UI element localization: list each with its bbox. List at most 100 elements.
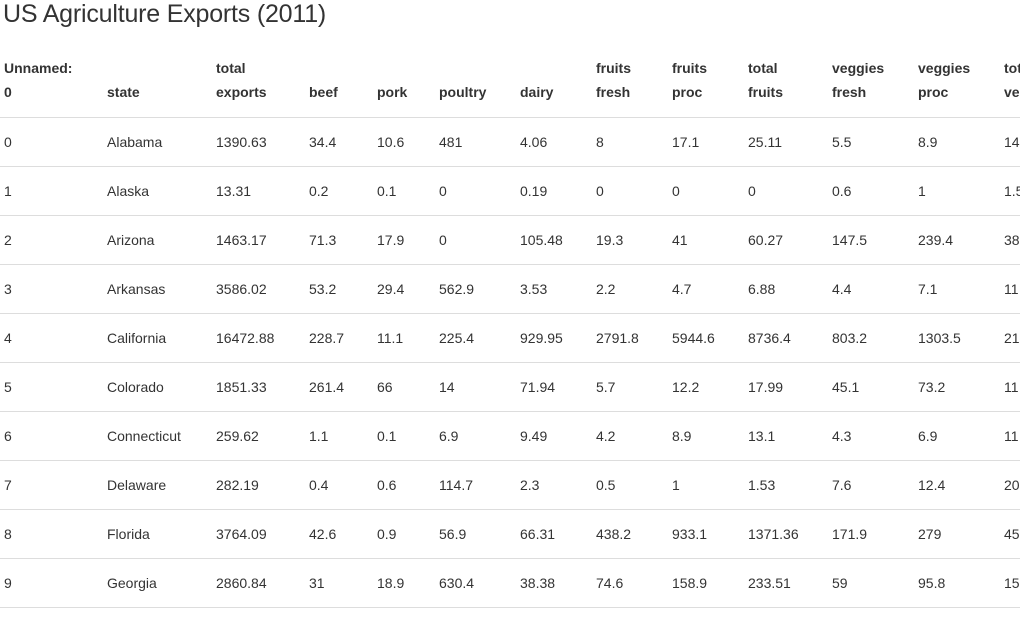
table-row: 1 Alaska 13.31 0.2 0.1 0 0.19 0 0 0 0.6 1 1.5: [0, 166, 1020, 216]
column-header-line1: veggies: [832, 60, 885, 76]
column-header: poultry: [435, 43, 516, 118]
table-row: 6 Connecticut 259.62 1.1 0.1 6.9 9.49 4.2 8.9 13.…: [0, 411, 1020, 461]
table-cell: 21: [1000, 313, 1020, 363]
table-cell: 1.5: [1000, 166, 1020, 216]
table-cell: 12.2: [668, 362, 744, 412]
table-cell: 630.4: [435, 558, 516, 608]
table-body: 0 Alabama 1390.63 34.4 10.6 481 4.06 8 17.1 25.11…: [0, 117, 1020, 608]
table-cell: Alabama: [103, 117, 212, 167]
table-cell: 225.4: [435, 313, 516, 363]
table-cell: 0.4: [305, 460, 373, 510]
table-cell: 4.2: [592, 411, 668, 461]
table-cell: 3.53: [516, 264, 592, 314]
table-cell: 147.5: [828, 215, 914, 265]
table-cell: 60.27: [744, 215, 828, 265]
table-cell: 31: [305, 558, 373, 608]
table-cell: 18.9: [373, 558, 435, 608]
table-row: 3 Arkansas 3586.02 53.2 29.4 562.9 3.53 2.2 4.7 6…: [0, 264, 1020, 314]
column-header: dairy: [516, 43, 592, 118]
table-cell: 5944.6: [668, 313, 744, 363]
table-cell: Alaska: [103, 166, 212, 216]
column-header: Unnamed: 0: [0, 43, 103, 118]
table-cell: 13.1: [744, 411, 828, 461]
table-cell: 438.2: [592, 509, 668, 559]
table-cell: 0.1: [373, 166, 435, 216]
column-header-line1: fruits: [672, 60, 707, 76]
column-header: tot ve: [1000, 43, 1020, 118]
table-cell: 17.99: [744, 362, 828, 412]
column-header-line2: ve: [1004, 84, 1020, 100]
table-cell: 20: [1000, 460, 1020, 510]
table-cell: 13.31: [212, 166, 305, 216]
table-cell: 8: [592, 117, 668, 167]
table-cell: 8.9: [914, 117, 1000, 167]
table-cell: 6.88: [744, 264, 828, 314]
data-table-container[interactable]: Unnamed: 0 state total exports beef pork poultr…: [0, 43, 1020, 608]
table-row: 5 Colorado 1851.33 261.4 66 14 71.94 5.7 12.2 17.…: [0, 362, 1020, 412]
column-header: fruits fresh: [592, 43, 668, 118]
table-cell: 933.1: [668, 509, 744, 559]
column-header-line2: fruits: [748, 84, 783, 100]
table-cell: 71.94: [516, 362, 592, 412]
table-cell: 1.53: [744, 460, 828, 510]
table-cell: 0.19: [516, 166, 592, 216]
table-cell: Colorado: [103, 362, 212, 412]
table-cell: 2.3: [516, 460, 592, 510]
column-header-line1: total: [748, 60, 778, 76]
table-cell: 0.6: [828, 166, 914, 216]
table-cell: 95.8: [914, 558, 1000, 608]
column-header: total exports: [212, 43, 305, 118]
table-cell: 4.06: [516, 117, 592, 167]
table-cell: 59: [828, 558, 914, 608]
table-cell: 34.4: [305, 117, 373, 167]
table-cell: 74.6: [592, 558, 668, 608]
table-cell: 71.3: [305, 215, 373, 265]
table-cell: 9: [0, 558, 103, 608]
table-cell: 0.9: [373, 509, 435, 559]
table-cell: Arkansas: [103, 264, 212, 314]
table-cell: 4: [0, 313, 103, 363]
table-cell: 9.49: [516, 411, 592, 461]
table-cell: 481: [435, 117, 516, 167]
table-cell: 259.62: [212, 411, 305, 461]
column-header: veggies fresh: [828, 43, 914, 118]
table-cell: 1463.17: [212, 215, 305, 265]
table-cell: 8.9: [668, 411, 744, 461]
column-header-line1: total: [216, 60, 246, 76]
table-cell: 1: [0, 166, 103, 216]
table-cell: 5: [0, 362, 103, 412]
table-cell: 0: [435, 166, 516, 216]
table-cell: 2860.84: [212, 558, 305, 608]
table-cell: 4.3: [828, 411, 914, 461]
table-cell: 0.5: [592, 460, 668, 510]
table-cell: 1: [668, 460, 744, 510]
column-header-line1: poultry: [439, 84, 487, 100]
table-cell: 7.6: [828, 460, 914, 510]
table-cell: 158.9: [668, 558, 744, 608]
table-cell: 38: [1000, 215, 1020, 265]
table-cell: 15: [1000, 558, 1020, 608]
table-cell: 41: [668, 215, 744, 265]
table-cell: 6.9: [914, 411, 1000, 461]
table-cell: 929.95: [516, 313, 592, 363]
table-cell: 239.4: [914, 215, 1000, 265]
table-cell: 261.4: [305, 362, 373, 412]
column-header-line2: fresh: [832, 84, 867, 100]
table-cell: 0: [744, 166, 828, 216]
column-header: veggies proc: [914, 43, 1000, 118]
table-cell: 5.5: [828, 117, 914, 167]
table-cell: 10.6: [373, 117, 435, 167]
table-cell: 228.7: [305, 313, 373, 363]
table-cell: 45.1: [828, 362, 914, 412]
column-header-line1: fruits: [596, 60, 631, 76]
table-cell: 2.2: [592, 264, 668, 314]
table-cell: 1: [914, 166, 1000, 216]
table-cell: Arizona: [103, 215, 212, 265]
table-cell: 1390.63: [212, 117, 305, 167]
table-row: 7 Delaware 282.19 0.4 0.6 114.7 2.3 0.5 1 1.53 7.6…: [0, 460, 1020, 510]
table-cell: 3764.09: [212, 509, 305, 559]
table-cell: 38.38: [516, 558, 592, 608]
table-row: 2 Arizona 1463.17 71.3 17.9 0 105.48 19.3 41 60.2…: [0, 215, 1020, 265]
table-cell: 0.6: [373, 460, 435, 510]
column-header-line1: Unnamed:: [4, 60, 73, 76]
